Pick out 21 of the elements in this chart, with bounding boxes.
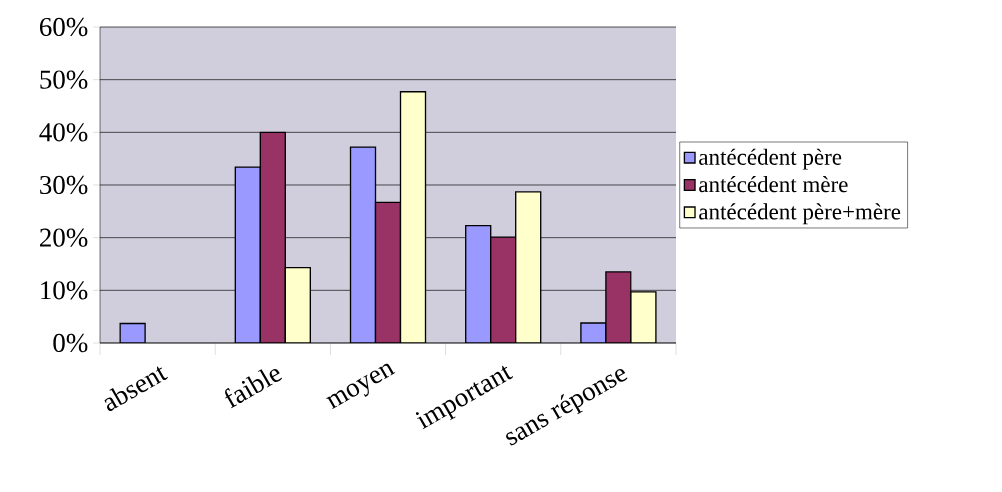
legend-label: antécédent mère — [699, 176, 848, 193]
bar — [490, 236, 517, 343]
y-tick-label: 60% — [39, 17, 88, 37]
y-tick-label: 50% — [40, 70, 88, 89]
y-tick-label: 40% — [39, 123, 88, 142]
y-tick-label: 20% — [40, 228, 88, 247]
bar — [284, 267, 311, 343]
bar — [374, 201, 402, 343]
bar — [465, 224, 492, 343]
legend-label: antécédent père+mère — [699, 203, 901, 225]
x-tick-label: faible — [225, 369, 282, 409]
y-tick-label: 30% — [40, 175, 88, 195]
y-tick-label: 0% — [53, 333, 88, 353]
bar — [234, 166, 261, 343]
x-tick-label: absent — [104, 366, 168, 412]
y-tick-label: 10% — [41, 281, 88, 300]
legend-label: antécédent père — [699, 148, 842, 170]
bar — [399, 91, 427, 343]
bar — [515, 191, 542, 343]
bar — [259, 131, 286, 343]
bar — [349, 146, 377, 343]
